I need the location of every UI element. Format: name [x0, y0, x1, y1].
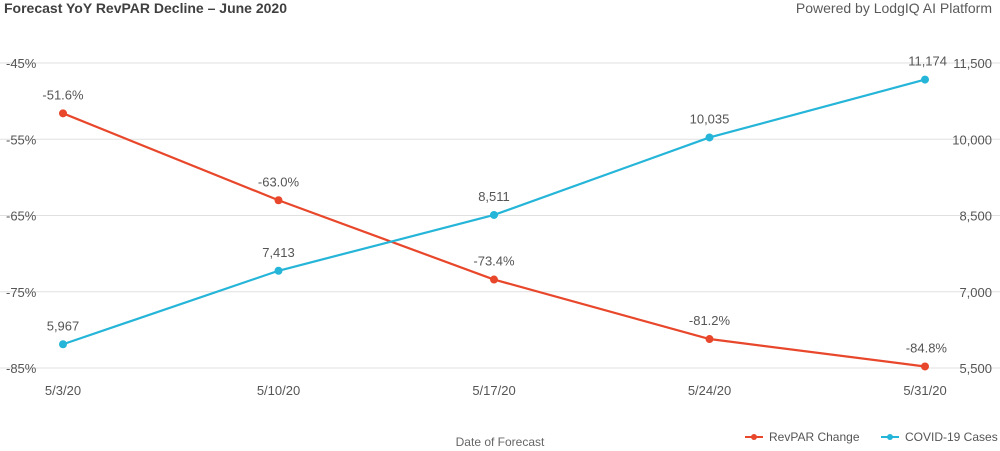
- legend-entry: RevPAR Change: [769, 430, 860, 444]
- data-label: 7,413: [262, 245, 295, 260]
- legend-marker: [887, 434, 893, 440]
- left-tick-label: -75%: [6, 285, 37, 300]
- x-axis-ticks: 5/3/20 5/10/20 5/17/20 5/24/20 5/31/20: [45, 383, 947, 398]
- data-point: [705, 133, 714, 142]
- data-label: -63.0%: [258, 174, 300, 189]
- data-point: [59, 340, 67, 349]
- left-tick-label: -55%: [6, 132, 37, 147]
- data-point: [490, 210, 498, 219]
- left-tick-label: -45%: [6, 56, 37, 71]
- x-axis-title: Date of Forecast: [456, 435, 545, 449]
- data-point: [705, 335, 714, 344]
- right-tick-label: 8,500: [959, 209, 992, 224]
- left-tick-label: -85%: [6, 361, 37, 376]
- data-label: 11,174: [908, 54, 947, 69]
- right-tick-label: 11,500: [953, 56, 992, 71]
- x-tick-label: 5/24/20: [688, 383, 731, 398]
- data-point: [490, 275, 498, 284]
- data-point: [274, 196, 283, 205]
- right-tick-label: 5,500: [959, 361, 992, 376]
- x-tick-label: 5/17/20: [472, 383, 515, 398]
- data-point: [921, 75, 929, 84]
- chart-title: Forecast YoY RevPAR Decline – June 2020: [4, 0, 287, 16]
- series-lines: [59, 75, 929, 371]
- left-axis-ticks: -45% -55% -65% -75% -85%: [6, 56, 37, 376]
- right-tick-label: 7,000: [959, 285, 992, 300]
- grid-lines: [0, 62, 1000, 369]
- data-labels: -51.6% -63.0% -73.4% -81.2% -84.8% 5,967 7,413…: [42, 54, 947, 356]
- data-label: 5,967: [47, 318, 80, 333]
- series-line-0: [62, 112, 926, 368]
- right-axis-ticks: 11,500 10,000 8,500 7,000 5,500: [952, 56, 992, 376]
- legend-marker: [751, 434, 757, 440]
- legend-entry: COVID-19 Cases: [905, 430, 998, 444]
- brand-text: Powered by LodgIQ AI Platform: [795, 0, 992, 16]
- data-label: -81.2%: [689, 313, 731, 328]
- x-tick-label: 5/31/20: [903, 383, 946, 398]
- right-tick-label: 10,000: [952, 132, 992, 147]
- legend: RevPAR Change COVID-19 Cases: [745, 430, 998, 444]
- data-label: -73.4%: [473, 254, 515, 269]
- data-point: [59, 109, 67, 118]
- data-point: [921, 362, 929, 371]
- left-tick-label: -65%: [6, 209, 37, 224]
- x-tick-label: 5/10/20: [257, 383, 300, 398]
- data-label: 10,035: [690, 111, 730, 126]
- data-label: -84.8%: [906, 340, 948, 355]
- data-label: 8,511: [478, 189, 510, 204]
- x-tick-label: 5/3/20: [45, 383, 81, 398]
- data-point: [274, 266, 283, 275]
- data-label: -51.6%: [42, 87, 84, 102]
